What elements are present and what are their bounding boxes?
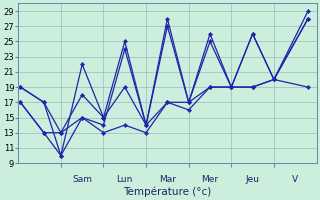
X-axis label: Température (°c): Température (°c) — [123, 186, 212, 197]
Text: V: V — [292, 175, 298, 184]
Text: Jeu: Jeu — [246, 175, 260, 184]
Text: Sam: Sam — [72, 175, 92, 184]
Text: Mer: Mer — [202, 175, 219, 184]
Text: Mar: Mar — [159, 175, 176, 184]
Text: Lun: Lun — [116, 175, 133, 184]
